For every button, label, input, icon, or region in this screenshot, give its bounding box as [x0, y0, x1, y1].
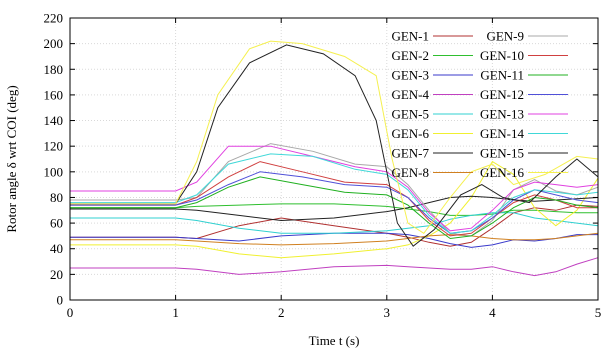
legend-label-gen-7: GEN-7 — [391, 146, 429, 161]
y-tick-label-3: 60 — [50, 216, 63, 231]
legend: GEN-1 GEN-2 GEN-3 GEN-4 GEN-5 GEN-6 GEN-7 GEN-8… — [391, 29, 568, 180]
x-tick-label-2: 2 — [278, 305, 285, 320]
x-tick-label-4: 4 — [489, 305, 496, 320]
y-tick-label-4: 80 — [50, 190, 63, 205]
series-line-gen-10 — [70, 161, 598, 237]
x-tick-label-5: 5 — [595, 305, 602, 320]
series-line-gen-11 — [70, 176, 599, 240]
legend-label-gen-9: GEN-9 — [486, 29, 524, 44]
legend-label-gen-15: GEN-15 — [480, 146, 524, 161]
legend-label-gen-5: GEN-5 — [391, 107, 429, 122]
y-tick-label-1: 20 — [50, 267, 63, 282]
legend-label-gen-4: GEN-4 — [391, 87, 429, 102]
x-tick-label-3: 3 — [384, 305, 391, 320]
legend-label-gen-8: GEN-8 — [391, 165, 429, 180]
series-line-gen-16 — [70, 40, 599, 234]
series-layer — [70, 40, 599, 277]
y-tick-label-0: 0 — [57, 293, 64, 308]
x-axis-title: Time t (s) — [309, 333, 360, 348]
legend-label-gen-16: GEN-16 — [480, 165, 525, 180]
y-axis-title: Rotor angle δ wrt COI (deg) — [4, 85, 19, 232]
legend-label-gen-12: GEN-12 — [480, 87, 524, 102]
series-line-gen-9 — [70, 143, 599, 237]
legend-label-gen-3: GEN-3 — [391, 68, 429, 83]
legend-label-gen-13: GEN-13 — [480, 107, 524, 122]
legend-label-gen-6: GEN-6 — [391, 126, 429, 141]
legend-label-gen-1: GEN-1 — [391, 29, 429, 44]
y-tick-label-2: 40 — [50, 241, 63, 256]
y-tick-label-6: 120 — [44, 139, 64, 154]
series-line-gen-2 — [70, 203, 598, 216]
x-tick-label-1: 1 — [172, 305, 179, 320]
y-tick-label-10: 200 — [44, 36, 64, 51]
legend-label-gen-14: GEN-14 — [480, 126, 525, 141]
series-line-gen-13 — [70, 145, 599, 232]
series-line-gen-4 — [70, 257, 599, 277]
series-line-gen-3 — [70, 232, 598, 248]
y-tick-label-11: 220 — [44, 11, 64, 26]
series-line-gen-8 — [70, 232, 599, 246]
plot-frame — [69, 17, 599, 301]
legend-label-gen-11: GEN-11 — [480, 68, 524, 83]
axis-ticks: 0 1 2 3 4 5 0 20 40 60 80 100 120 140 160 180 200 220 — [44, 11, 602, 321]
y-tick-label-5: 100 — [44, 164, 64, 179]
series-line-gen-1 — [70, 204, 599, 247]
series-line-gen-7 — [70, 195, 599, 222]
y-tick-label-8: 160 — [44, 87, 64, 102]
y-tick-label-9: 180 — [44, 62, 64, 77]
grid — [70, 18, 598, 300]
legend-label-gen-2: GEN-2 — [391, 48, 429, 63]
series-line-gen-15 — [70, 44, 599, 247]
legend-label-gen-10: GEN-10 — [480, 48, 524, 63]
x-tick-label-0: 0 — [67, 305, 74, 320]
y-tick-label-7: 140 — [44, 113, 64, 128]
series-line-gen-14 — [70, 153, 599, 234]
